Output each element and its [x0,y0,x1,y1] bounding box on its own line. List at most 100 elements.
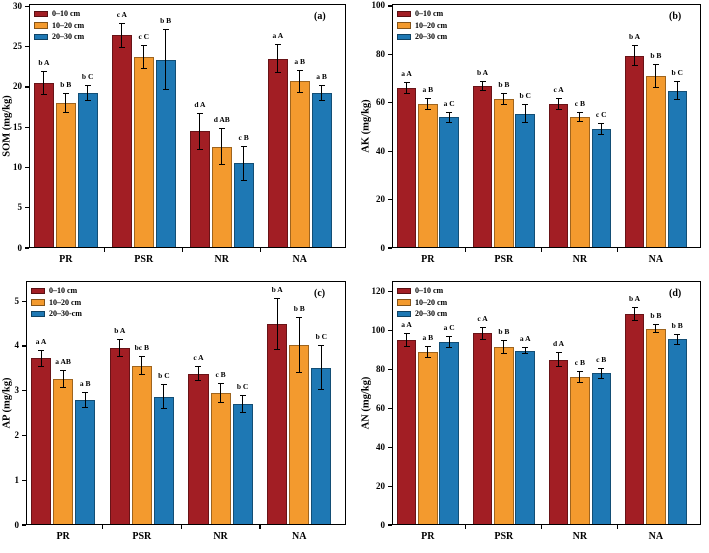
category-label: NA [648,531,664,542]
x-axis-tick [180,525,182,529]
significance-label: a C [443,323,455,333]
error-bar [427,345,429,359]
y-tick-label: 10 [13,161,22,172]
error-bar-cap-bottom [296,91,303,93]
legend-swatch [31,287,45,294]
error-bar-cap-bottom [500,104,507,106]
error-bar-cap-bottom [631,319,638,321]
category-label: PSR [494,254,514,265]
bar [494,99,514,248]
significance-label: a A [519,334,531,344]
category-label: PSR [494,531,514,542]
significance-label: b B [160,15,172,25]
error-bar [600,123,602,136]
legend-item: 10–20 cm [34,20,84,32]
error-bar-cap-bottom [162,89,169,91]
y-tick-label: 20 [376,194,385,205]
y-axis-tick [387,407,392,409]
y-tick-label: 0 [14,519,20,530]
category-label: NR [214,254,229,265]
y-axis-tick [387,291,392,293]
y-axis-tick [21,390,26,392]
y-axis-title: AK (mg/kg) [360,99,372,153]
significance-label: b C [315,332,328,342]
error-bar [143,45,145,70]
bar [439,342,459,525]
error-bar [503,93,505,106]
significance-label: a A [401,69,412,79]
y-tick-label: 2 [14,429,20,440]
y-axis-tick [21,524,26,526]
error-bar [298,317,300,373]
error-bar-cap-top [674,333,681,335]
significance-label: c B [238,132,249,142]
legend: 0–10 cm 10–20 cm 20–30 cm [397,8,447,43]
significance-label: c A [193,353,204,363]
error-bar-cap-bottom [82,407,89,409]
bar [439,117,459,248]
x-axis-tick [541,248,543,252]
error-bar-cap-top [424,345,431,347]
legend: 0–10 cm 10–20 cm 20–30 cm [397,285,447,320]
y-tick-label: 5 [17,202,23,213]
legend-item: 20–30 cm [397,31,447,43]
legend-label: 10–20 cm [49,297,82,307]
error-bar-cap-top [522,103,529,105]
significance-label: a B [316,72,327,82]
panel-b: 0 20 40 60 80 100 PR PSR NR NA AK (mg/kg) a A b A c A… [354,0,709,276]
y-tick-label: 30 [13,0,22,11]
error-bar [579,371,581,384]
error-bar [579,112,581,123]
y-tick-label: 100 [371,0,386,11]
bar [210,392,231,525]
legend-item: 0–10 cm [397,8,447,20]
error-bar [600,367,602,380]
bar [494,347,514,525]
error-bar-cap-top [446,111,453,113]
bar [591,373,611,525]
legend-swatch [397,287,411,294]
error-bar-cap-bottom [598,378,605,380]
significance-label: c C [595,110,607,120]
error-bar-cap-top [500,93,507,95]
error-bar-cap-bottom [576,121,583,123]
error-bar-cap-top [218,128,225,129]
y-axis-tick [24,166,29,169]
bar [75,400,96,525]
category-label: NR [572,254,588,265]
legend-item: 20–30-cm [31,308,82,320]
error-bar [65,93,67,113]
category-label: PSR [132,531,152,542]
legend-label: 0–10 cm [415,286,444,296]
error-bar-cap-top [217,383,224,385]
error-bar-cap-bottom [674,99,681,101]
error-bar [84,392,86,409]
y-axis-tick [387,247,392,249]
error-bar [524,347,526,355]
error-bar [427,97,429,110]
error-bar-cap-bottom [555,366,562,368]
error-bar [655,64,657,89]
error-bar-cap-bottom [218,164,225,166]
error-bar-cap-top [60,369,67,371]
x-axis-tick [465,525,467,529]
bar [188,373,209,525]
legend-swatch [397,22,411,29]
y-tick-label: 80 [376,363,385,374]
error-bar-cap-top [296,70,303,72]
y-axis-tick [24,46,29,48]
bar [55,103,76,248]
y-axis-tick [387,368,392,371]
significance-label: b B [498,80,510,90]
y-tick-label: 120 [371,286,386,297]
x-axis-tick [101,525,104,529]
error-bar-cap-bottom [522,122,529,124]
y-axis-tick [387,53,392,55]
legend-item: 0–10 cm [31,285,82,297]
significance-label: b A [38,57,50,67]
y-tick-label: 1 [14,474,20,485]
error-bar-cap-bottom [479,89,486,91]
panel-c: 0 1 2 3 4 5 PR PSR NR NA AP (mg/kg) a A b A c A b A a A… [0,277,354,553]
error-bar [321,85,323,102]
significance-label: b B [650,310,662,320]
